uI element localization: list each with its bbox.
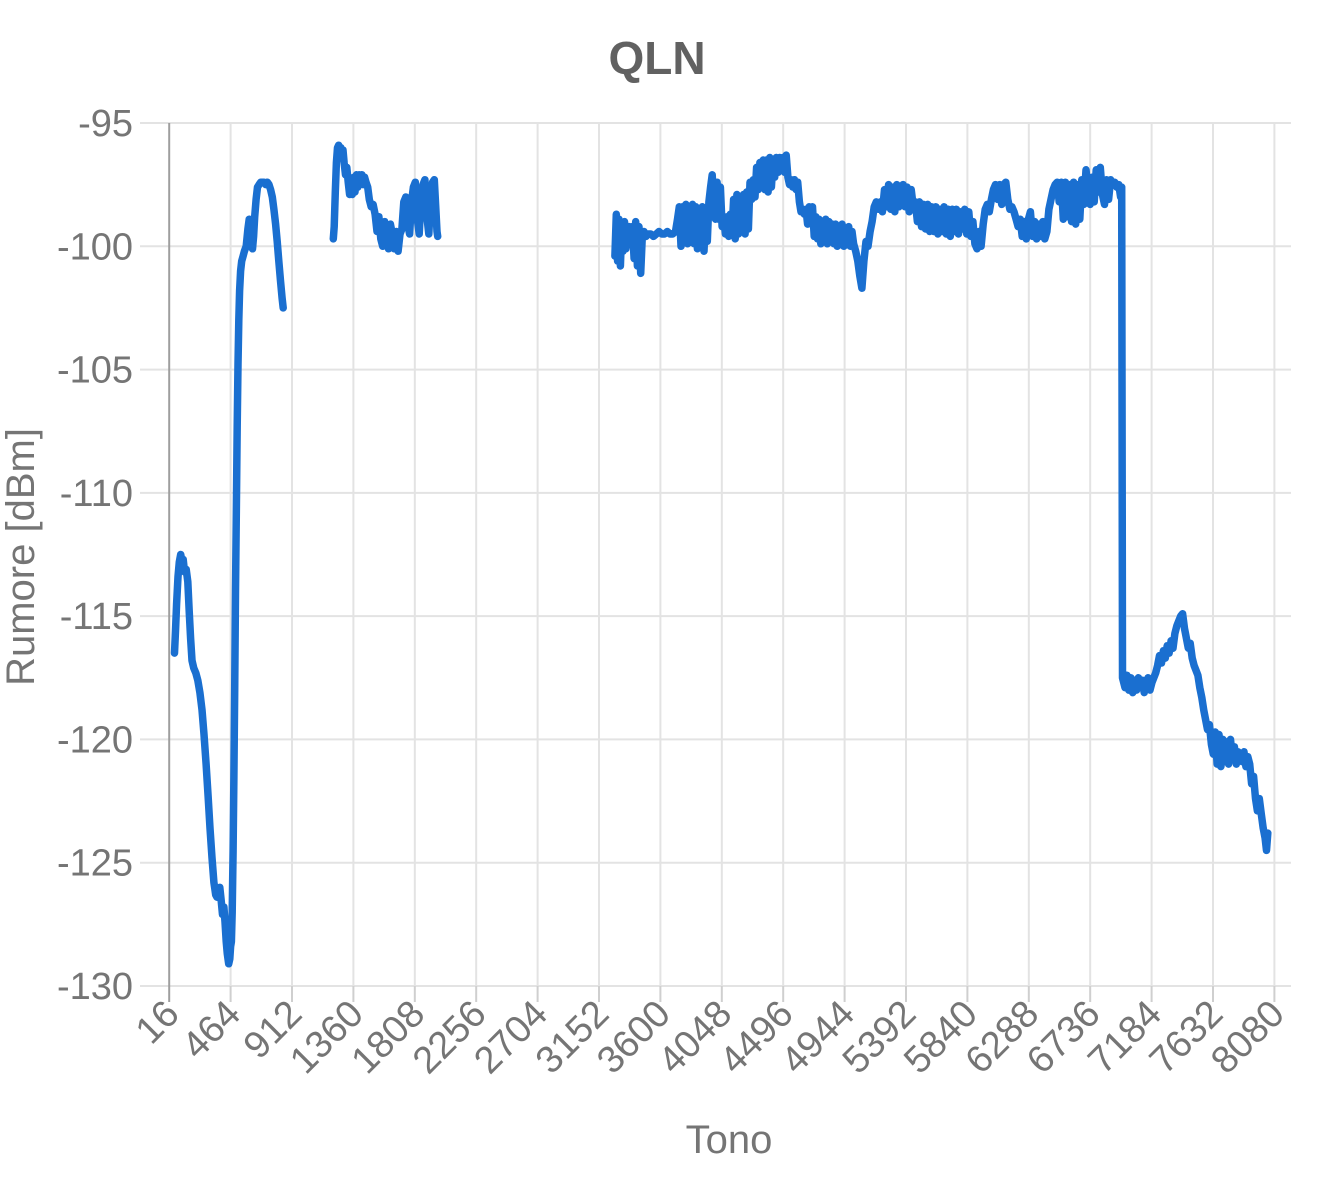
y-tick-label: -105 (57, 350, 133, 392)
x-axis-label: Tono (686, 1118, 773, 1162)
chart-title: QLN (608, 32, 705, 84)
y-tick-label: -100 (57, 226, 133, 268)
y-tick-label: -130 (57, 966, 133, 1008)
y-tick-label: -120 (57, 719, 133, 761)
y-tick-label: -110 (60, 473, 133, 515)
y-tick-label: -125 (57, 843, 133, 885)
y-tick-label: -115 (60, 596, 133, 638)
y-gridlines-and-labels: -95 -100 -105 -110 -115 -120 -125 -130 (57, 103, 1291, 1008)
y-axis-label: Rumore [dBm] (0, 428, 43, 686)
y-tick-label: -95 (78, 103, 133, 145)
qln-series-line (170, 141, 1272, 968)
